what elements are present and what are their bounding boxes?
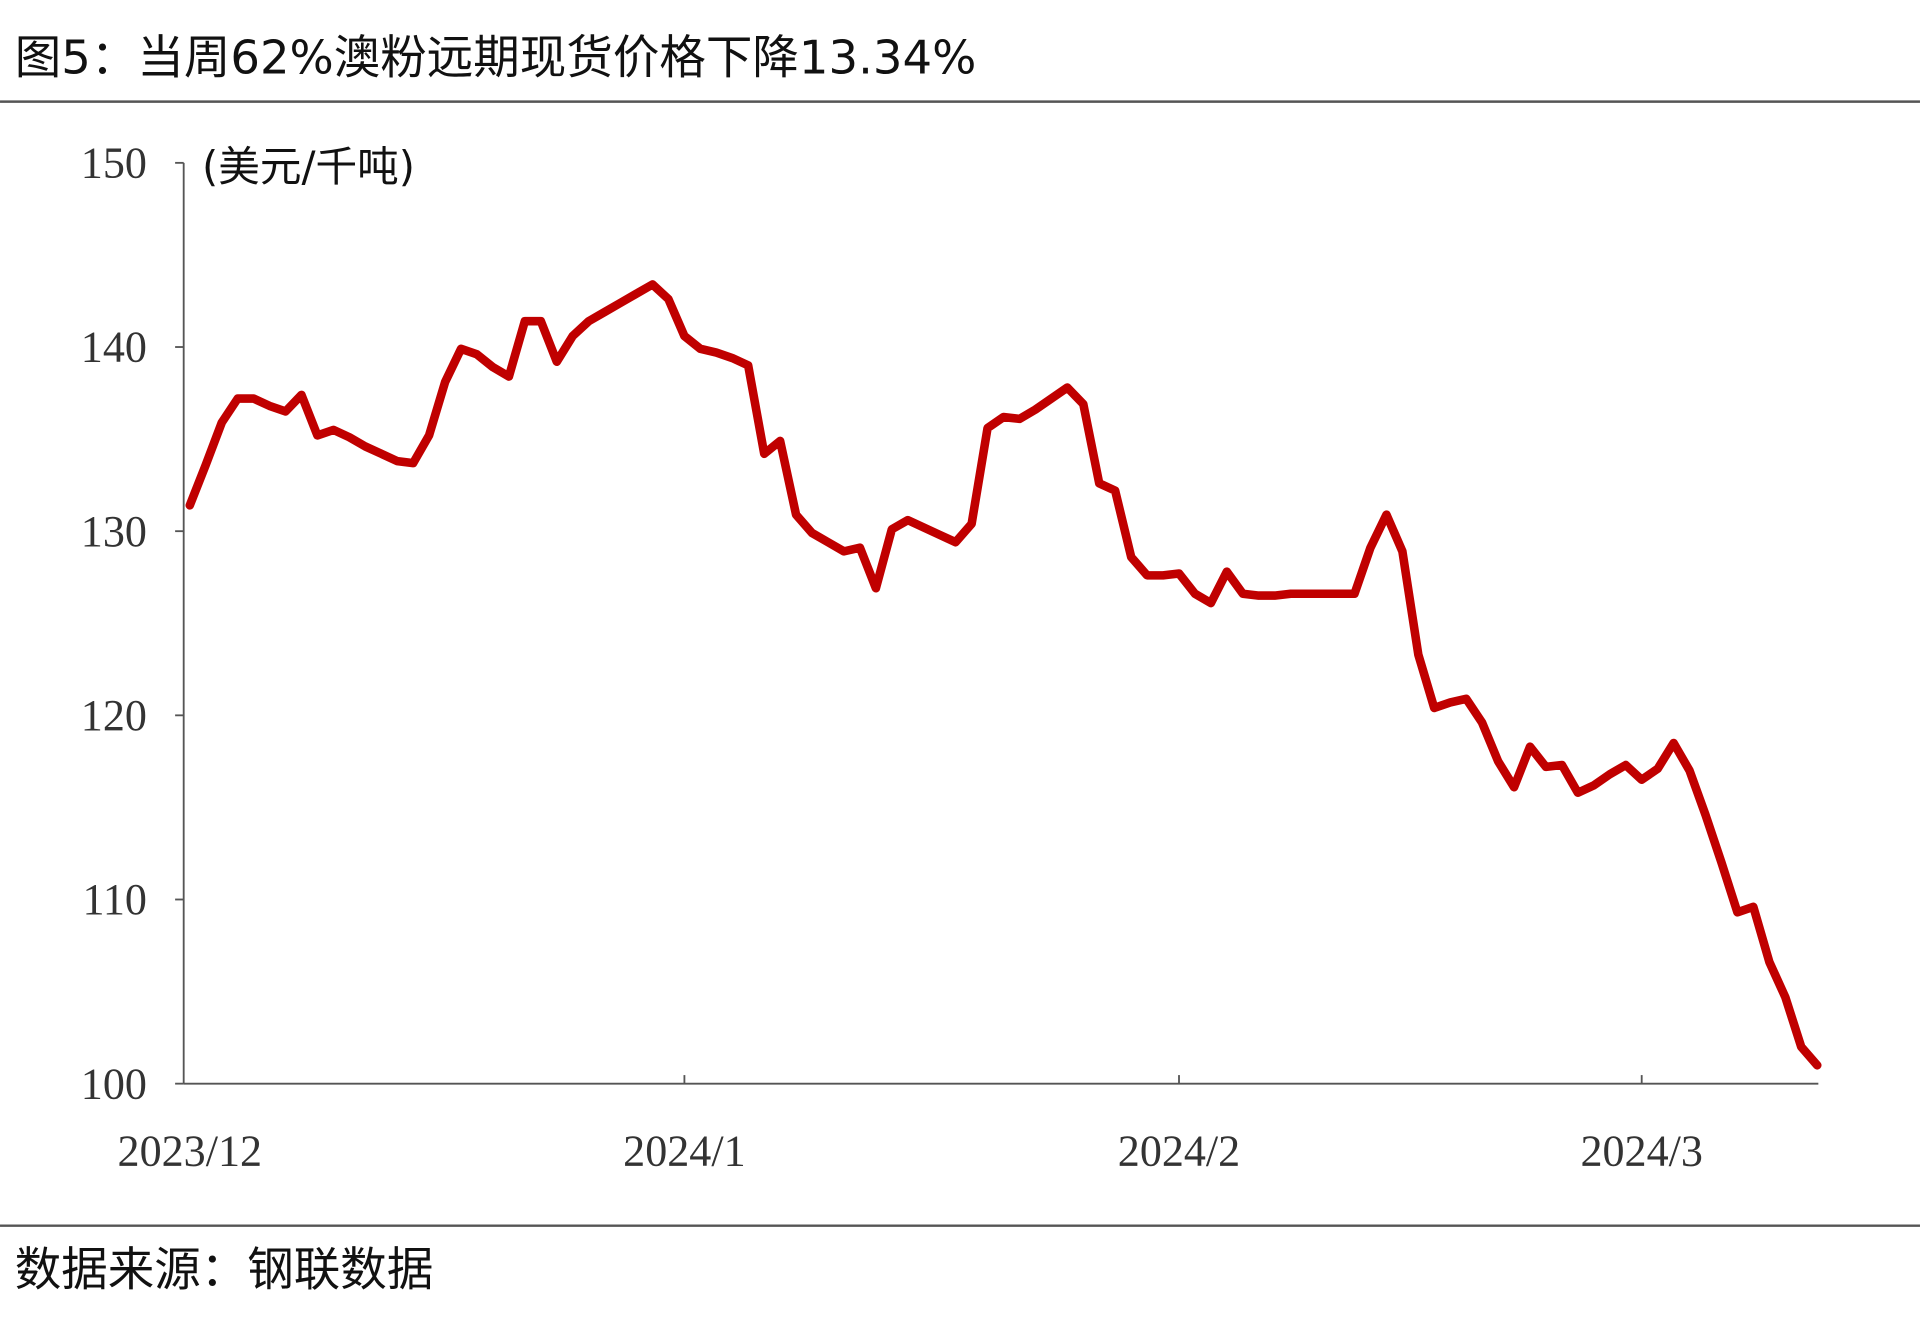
y-tick-label: 100 (81, 1059, 147, 1108)
y-tick-label: 130 (81, 507, 147, 556)
x-tick-label: 2024/3 (1580, 1127, 1702, 1176)
x-tick-label: 2024/1 (623, 1127, 745, 1176)
source-note: 数据来源：钢联数据 (15, 1243, 434, 1297)
chart-title: 图5：当周62%澳粉远期现货价格下降13.34% (15, 30, 977, 84)
x-tick-label: 2023/12 (118, 1127, 262, 1176)
y-tick-label: 150 (81, 139, 147, 188)
y-tick-label: 110 (82, 875, 146, 924)
y-axis-unit: (美元/千吨) (202, 142, 415, 191)
x-tick-label: 2024/2 (1118, 1127, 1240, 1176)
y-tick-label: 120 (81, 691, 147, 740)
y-tick-label: 140 (81, 323, 147, 372)
price-line (185, 280, 1822, 1070)
